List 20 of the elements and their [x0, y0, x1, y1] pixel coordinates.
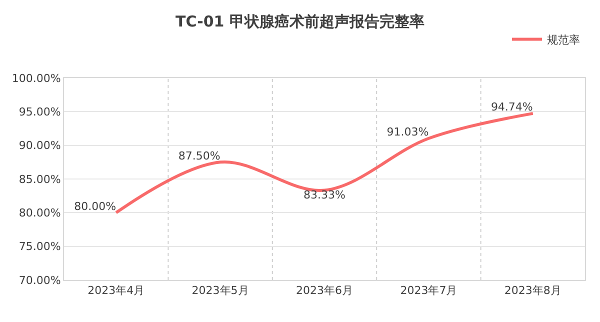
- y-tick-label: 95.00%: [18, 106, 61, 119]
- data-label: 91.03%: [386, 126, 429, 139]
- x-tick-label: 2023年8月: [504, 284, 562, 298]
- data-label: 87.50%: [178, 149, 220, 162]
- y-tick-label: 70.00%: [18, 274, 61, 287]
- y-tick-label: 100.00%: [12, 72, 61, 85]
- x-tick-label: 2023年4月: [88, 284, 145, 298]
- data-label: 83.33%: [304, 188, 346, 202]
- data-label: 80.00%: [74, 200, 116, 213]
- x-tick-label: 2023年6月: [296, 284, 353, 298]
- y-tick-label: 75.00%: [18, 240, 61, 254]
- line-series: [114, 112, 534, 214]
- y-tick-label: 85.00%: [18, 172, 61, 186]
- x-tick-label: 2023年7月: [400, 284, 458, 298]
- y-tick-label: 90.00%: [18, 139, 61, 152]
- y-tick-label: 80.00%: [18, 206, 61, 220]
- x-tick-label: 2023年5月: [192, 284, 249, 298]
- legend-label: 规范率: [547, 34, 580, 47]
- data-label: 94.74%: [490, 100, 533, 114]
- chart-title: TC-01 甲状腺癌术前超声报告完整率: [176, 12, 424, 31]
